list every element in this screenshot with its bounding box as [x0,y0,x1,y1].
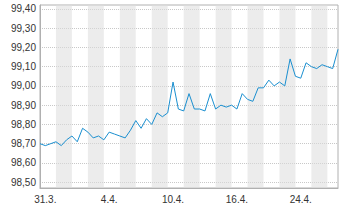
svg-text:98,80: 98,80 [11,119,36,130]
svg-text:98,60: 98,60 [11,157,36,168]
svg-text:99,00: 99,00 [11,80,36,91]
svg-text:10.4.: 10.4. [162,194,184,205]
svg-text:99,10: 99,10 [11,61,36,72]
svg-text:98,90: 98,90 [11,100,36,111]
svg-text:4.4.: 4.4. [101,194,118,205]
svg-text:99,30: 99,30 [11,23,36,34]
svg-text:16.4.: 16.4. [226,194,248,205]
svg-text:98,70: 98,70 [11,138,36,149]
svg-text:99,20: 99,20 [11,42,36,53]
svg-text:31.3.: 31.3. [34,194,56,205]
svg-text:98,50: 98,50 [11,177,36,188]
svg-text:24.4.: 24.4. [290,194,312,205]
svg-text:99,40: 99,40 [11,3,36,14]
